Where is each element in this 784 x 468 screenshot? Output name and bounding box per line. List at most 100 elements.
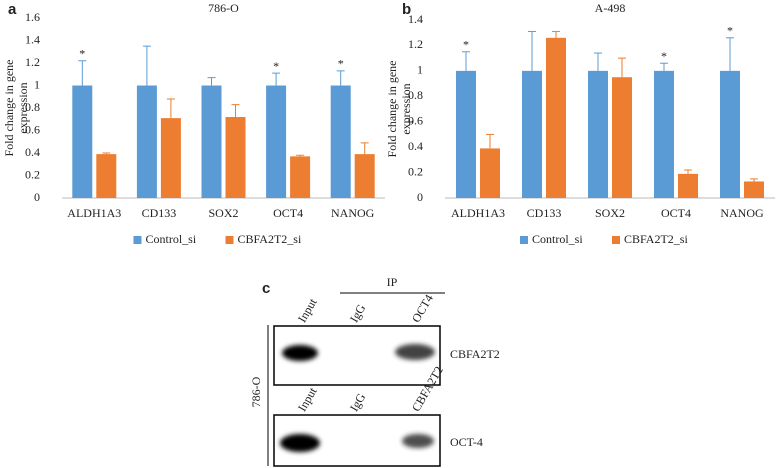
lane-label: IgG [347,301,369,324]
x-tick-label: ALDH1A3 [67,206,121,220]
error-bar [360,142,369,155]
error-bar [660,62,668,71]
lane-label: Input [295,384,320,414]
error-bar [336,70,345,86]
bar [720,70,740,198]
x-tick-label: SOX2 [595,206,625,220]
bar [290,156,311,198]
y-tick-label: 1.2 [408,37,423,51]
error-bar [594,52,602,71]
error-bar [78,60,87,86]
y-tick-label: 1.6 [25,10,40,24]
y-tick-label: 1.4 [25,32,40,46]
significance-mark: * [338,57,344,71]
legend-swatch [225,236,234,244]
lane-label: IgG [347,390,369,413]
bar [160,118,181,198]
bar [330,85,351,198]
significance-mark: * [463,38,469,52]
panel-label: a [8,1,17,18]
chart-title: A-498 [595,1,626,15]
y-tick-label: 0.4 [25,145,40,159]
error-bar [726,37,734,71]
band-label: OCT-4 [450,435,483,449]
y-axis-label: expression [399,83,413,134]
x-tick-label: CD133 [142,206,177,220]
bar [546,37,566,198]
y-tick-label: 0.8 [25,100,40,114]
bar [201,85,222,198]
bar [654,70,674,198]
x-tick-label: NANOG [720,206,764,220]
error-bar [552,30,560,38]
y-tick-label: 1 [417,63,423,77]
bar [225,117,246,198]
y-tick-label: 1 [34,77,40,91]
y-axis-label: Fold change in gene [2,60,16,157]
x-tick-label: ALDH1A3 [451,206,505,220]
error-bar [528,30,536,71]
x-tick-label: SOX2 [208,206,238,220]
error-bar [486,133,494,149]
panel-label: b [402,1,411,18]
bar [744,181,764,198]
lane-label: Input [295,295,320,325]
legend-label: CBFA2T2_si [624,232,688,246]
legend-label: CBFA2T2_si [238,232,302,246]
band [280,434,320,452]
bar [522,70,542,198]
bar [72,85,93,198]
x-tick-label: CD133 [527,206,562,220]
error-bar [102,152,111,155]
y-tick-label: 0 [417,190,423,204]
significance-mark: * [79,47,85,61]
panel-label: c [262,280,270,297]
bar [678,173,698,198]
y-tick-label: 0.8 [408,88,423,102]
error-bar [166,98,175,119]
error-bar [296,154,305,157]
bar [136,85,157,198]
y-tick-label: 1.4 [408,12,423,26]
legend-label: Control_si [532,232,583,246]
error-bar [462,51,470,71]
chart-title: 786-O [208,1,239,15]
x-tick-label: NANOG [331,206,375,220]
lane-label: OCT4 [409,292,436,325]
y-tick-label: 0.6 [408,113,423,127]
band [402,434,434,448]
error-bar [142,45,151,86]
significance-mark: * [727,24,733,38]
error-bar [684,169,692,174]
legend-swatch [612,236,620,244]
y-tick-label: 0.6 [25,122,40,136]
error-bar [272,72,281,86]
bar [456,70,476,198]
band-label: CBFA2T2 [450,347,500,361]
y-tick-label: 0.4 [408,139,423,153]
y-tick-label: 0.2 [25,167,40,181]
error-bar [750,178,758,182]
y-tick-label: 0 [34,190,40,204]
y-tick-label: 1.2 [25,55,40,69]
legend-swatch [520,236,528,244]
bar [96,154,117,198]
band [395,344,435,360]
bar [266,85,287,198]
bar [612,77,632,198]
y-axis-label: expression [16,82,30,133]
legend-label: Control_si [146,232,197,246]
bar [588,70,608,198]
error-bar [207,77,216,86]
error-bar [231,104,240,117]
significance-mark: * [273,59,279,73]
ip-label: IP [387,275,398,289]
cell-line-label: 786-O [249,376,263,407]
y-tick-label: 0.2 [408,164,423,178]
legend-swatch [133,236,142,244]
bar [354,154,375,198]
bar [480,148,500,198]
y-axis-label: Fold change in gene [385,61,399,158]
